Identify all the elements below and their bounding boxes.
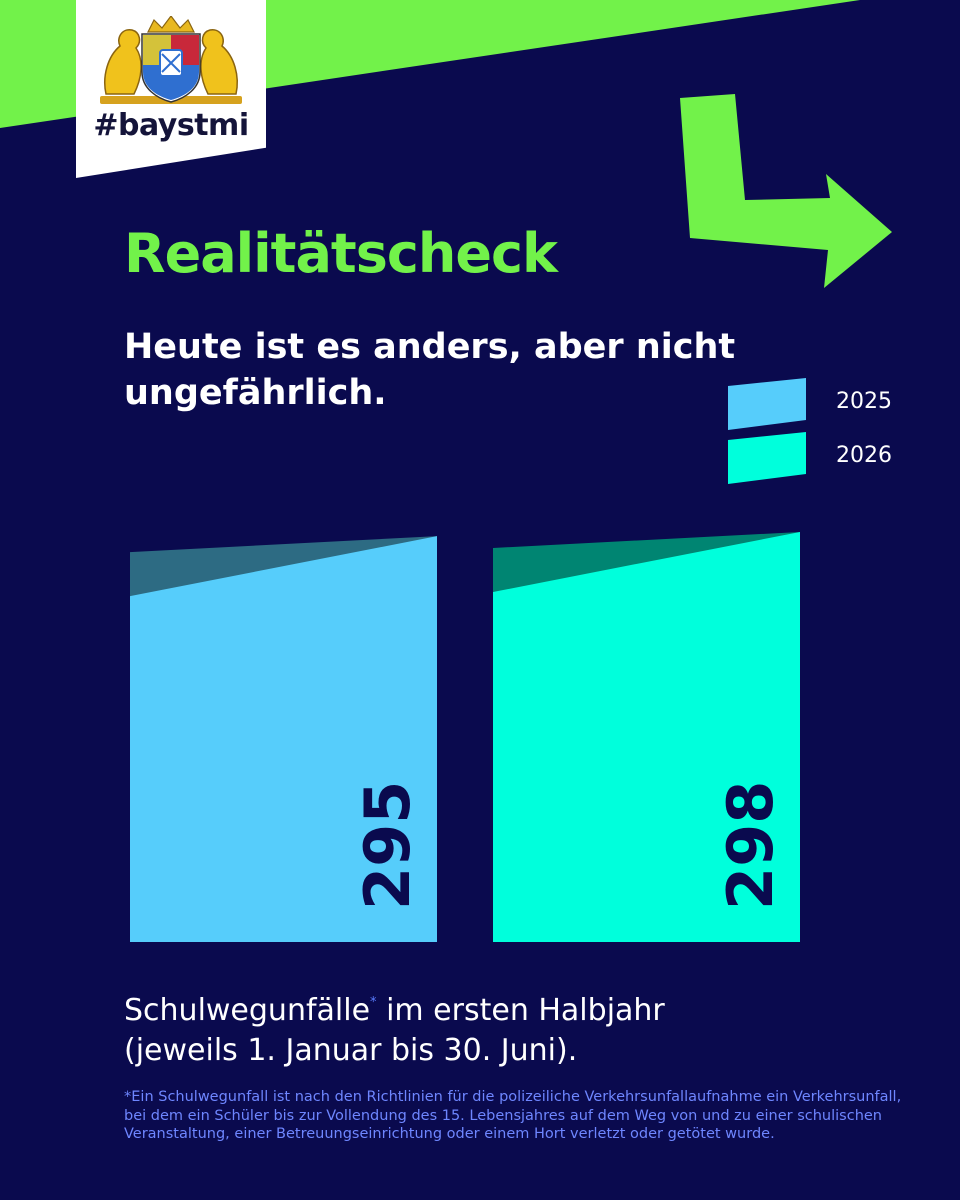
- legend-label-2026: 2026: [836, 443, 892, 468]
- caption-text-cont: im ersten Halbjahr: [376, 993, 665, 1028]
- footnote: *Ein Schulwegunfall ist nach den Richtli…: [124, 1089, 902, 1142]
- legend-swatch-2025: [728, 378, 806, 430]
- logo-card: #baystmi: [76, 0, 266, 178]
- bar-value-label: 298: [714, 781, 787, 910]
- subheadline: Heute ist es anders, aber nicht ungefähr…: [124, 327, 736, 413]
- chart-caption: Schulwegunfälle* im ersten Halbjahr (jew…: [124, 983, 884, 1071]
- hashtag-label: #baystmi: [93, 108, 249, 143]
- coat-of-arms-logo: [100, 16, 242, 104]
- footnote-marker: *: [370, 995, 377, 1010]
- legend-swatch-2026: [728, 432, 806, 484]
- bar-body: [493, 532, 800, 942]
- legend-label-2025: 2025: [836, 389, 892, 414]
- caption-text: Schulwegunfälle: [124, 993, 371, 1028]
- bar-2026: 298: [493, 532, 800, 942]
- caption-date-range: (jeweils 1. Januar bis 30. Juni).: [124, 1033, 578, 1068]
- bar-body: [130, 536, 437, 942]
- bar-value-label: 295: [351, 781, 424, 910]
- arrow-icon: [680, 94, 892, 288]
- headline: Realitätscheck: [124, 222, 558, 285]
- bar-2025: 295: [130, 536, 437, 942]
